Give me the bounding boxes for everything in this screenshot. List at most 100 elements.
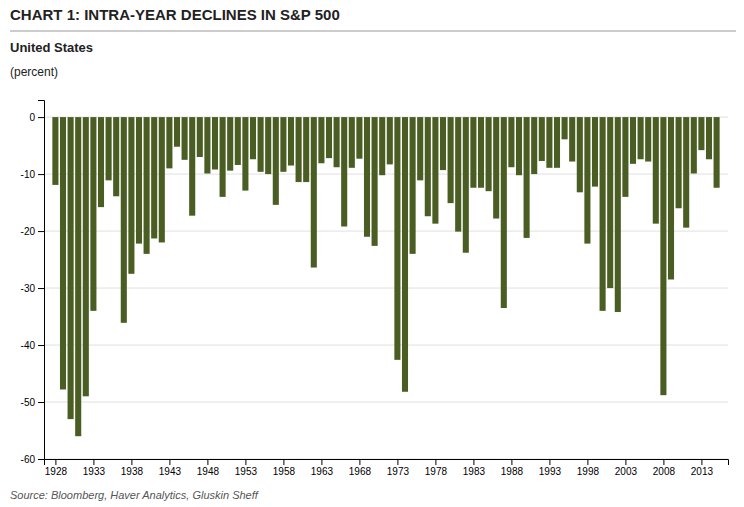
bar bbox=[501, 117, 507, 308]
bar bbox=[470, 117, 476, 188]
bar bbox=[212, 117, 218, 169]
x-axis-line bbox=[45, 460, 729, 466]
grid-line bbox=[44, 402, 728, 403]
y-tick-mark bbox=[38, 174, 44, 175]
x-tick: 1928 bbox=[45, 459, 68, 477]
title-rule bbox=[10, 31, 736, 32]
grid bbox=[44, 117, 728, 459]
bar bbox=[182, 117, 188, 160]
x-tick-mark bbox=[549, 459, 550, 465]
bar bbox=[440, 117, 446, 170]
x-tick: 2003 bbox=[615, 459, 638, 477]
bar bbox=[394, 117, 400, 360]
bar bbox=[189, 117, 195, 216]
bar bbox=[159, 117, 165, 242]
x-tick: 1998 bbox=[577, 459, 600, 477]
y-tick-mark bbox=[38, 345, 44, 346]
x-tick-mark bbox=[663, 459, 664, 465]
bar bbox=[318, 117, 324, 163]
y-axis-label: (percent) bbox=[10, 65, 58, 79]
x-tick-mark bbox=[397, 459, 398, 465]
bar bbox=[113, 117, 119, 196]
x-tick-mark bbox=[511, 459, 512, 465]
y-tick: -10 bbox=[21, 169, 44, 180]
x-tick-mark bbox=[321, 459, 322, 465]
x-tick-label: 1998 bbox=[577, 466, 600, 477]
bar bbox=[531, 117, 537, 174]
x-tick-mark bbox=[207, 459, 208, 465]
bar bbox=[584, 117, 590, 244]
x-tick-mark bbox=[131, 459, 132, 465]
x-tick: 1983 bbox=[463, 459, 486, 477]
bar bbox=[334, 117, 340, 167]
y-tick-label: 0 bbox=[29, 112, 35, 123]
bar bbox=[387, 117, 393, 164]
bars bbox=[52, 117, 719, 436]
y-tick: -50 bbox=[21, 397, 44, 408]
x-axis: 1928193319381943194819531958196319681973… bbox=[45, 459, 729, 477]
bar bbox=[486, 117, 492, 191]
x-tick: 1968 bbox=[349, 459, 372, 477]
y-tick-label: -20 bbox=[21, 226, 36, 237]
x-tick-label: 1933 bbox=[83, 466, 106, 477]
bar bbox=[98, 117, 104, 207]
bar bbox=[280, 117, 286, 172]
x-tick-mark bbox=[625, 459, 626, 465]
x-tick-label: 2003 bbox=[615, 466, 638, 477]
x-tick: 2013 bbox=[691, 459, 714, 477]
x-tick-mark bbox=[587, 459, 588, 465]
x-tick-label: 1938 bbox=[121, 466, 144, 477]
bar bbox=[706, 117, 712, 159]
bar bbox=[52, 117, 58, 185]
x-tick-label: 1948 bbox=[197, 466, 220, 477]
bar bbox=[668, 117, 674, 279]
bar bbox=[288, 117, 294, 165]
x-tick: 2008 bbox=[653, 459, 676, 477]
bar bbox=[273, 117, 279, 205]
x-tick-label: 1953 bbox=[235, 466, 258, 477]
bar bbox=[144, 117, 150, 254]
bar bbox=[106, 117, 112, 180]
x-tick-mark bbox=[473, 459, 474, 465]
bar bbox=[653, 117, 659, 224]
x-tick-label: 1943 bbox=[159, 466, 182, 477]
bar bbox=[197, 117, 203, 157]
bar bbox=[645, 117, 651, 161]
bar bbox=[600, 117, 606, 311]
bar bbox=[508, 117, 514, 167]
bar bbox=[569, 117, 575, 161]
x-tick-mark bbox=[701, 459, 702, 465]
x-tick: 1958 bbox=[273, 459, 296, 477]
x-tick: 1948 bbox=[197, 459, 220, 477]
bar bbox=[615, 117, 621, 312]
bar bbox=[410, 117, 416, 254]
bar bbox=[379, 117, 385, 175]
bar bbox=[235, 117, 241, 165]
x-tick-label: 1988 bbox=[501, 466, 524, 477]
bar bbox=[622, 117, 628, 197]
y-axis-line bbox=[38, 101, 45, 460]
bar bbox=[303, 117, 309, 182]
bar bbox=[698, 117, 704, 150]
bar bbox=[60, 117, 66, 389]
bar bbox=[607, 117, 613, 288]
bar bbox=[151, 117, 157, 238]
bar bbox=[136, 117, 142, 244]
bar bbox=[402, 117, 408, 392]
bar bbox=[539, 117, 545, 161]
bar bbox=[562, 117, 568, 139]
x-tick-label: 1963 bbox=[311, 466, 334, 477]
bar bbox=[356, 117, 362, 159]
x-tick-label: 1928 bbox=[45, 466, 68, 477]
bar bbox=[638, 117, 644, 159]
x-tick: 1993 bbox=[539, 459, 562, 477]
x-tick-label: 1983 bbox=[463, 466, 486, 477]
bar bbox=[220, 117, 226, 197]
bar bbox=[349, 117, 355, 168]
x-tick-label: 1993 bbox=[539, 466, 562, 477]
bar bbox=[204, 117, 210, 173]
x-tick-label: 2008 bbox=[653, 466, 676, 477]
bar bbox=[546, 117, 552, 168]
bar bbox=[676, 117, 682, 208]
bar bbox=[341, 117, 347, 226]
